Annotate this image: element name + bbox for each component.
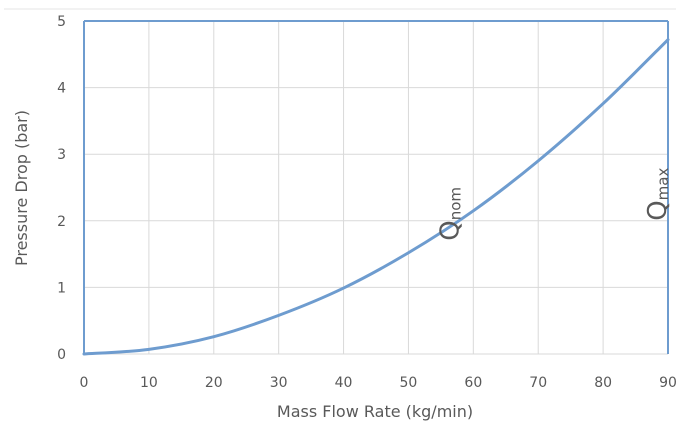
x-tick-label-2: 20 — [205, 375, 223, 391]
annotation-subscript: nom — [446, 187, 464, 220]
annotation-subscript: max — [654, 168, 672, 201]
y-tick-labels: 0 1 2 3 4 5 — [57, 14, 66, 363]
annotations: Qnom Qmax — [435, 168, 673, 241]
x-tick-label-1: 10 — [140, 375, 158, 391]
x-tick-label-3: 30 — [270, 375, 288, 391]
series-layer — [82, 38, 670, 356]
y-tick-label-0: 0 — [57, 347, 66, 363]
gridlines — [4, 8, 676, 355]
x-tick-label-5: 50 — [400, 375, 418, 391]
annotation-qmax-text: Qmax — [643, 168, 673, 221]
x-tick-label-6: 60 — [464, 375, 482, 391]
x-tick-label-9: 90 — [659, 375, 677, 391]
annotation-qnom-text: Qnom — [435, 187, 465, 241]
y-axis-title: Pressure Drop (bar) — [12, 110, 31, 266]
x-tick-label-4: 40 — [335, 375, 353, 391]
annotation-qmax: Qmax — [643, 168, 673, 221]
y-tick-label-5: 5 — [57, 14, 66, 30]
x-axis-title: Mass Flow Rate (kg/min) — [277, 402, 473, 421]
x-tick-label-8: 80 — [594, 375, 612, 391]
plot-border — [83, 20, 669, 354]
y-tick-label-3: 3 — [57, 147, 66, 163]
annotation-q-symbol: Q — [435, 220, 465, 240]
x-tick-labels: 0 10 20 30 40 50 60 70 80 90 — [80, 375, 677, 391]
y-tick-label-2: 2 — [57, 214, 66, 230]
x-tick-label-7: 70 — [529, 375, 547, 391]
series-line-0 — [82, 38, 670, 356]
x-tick-label-0: 0 — [80, 375, 89, 391]
annotation-q-symbol: Q — [643, 200, 673, 220]
y-tick-label-4: 4 — [57, 81, 66, 97]
y-tick-label-1: 1 — [57, 280, 66, 296]
annotation-qnom: Qnom — [435, 187, 465, 241]
